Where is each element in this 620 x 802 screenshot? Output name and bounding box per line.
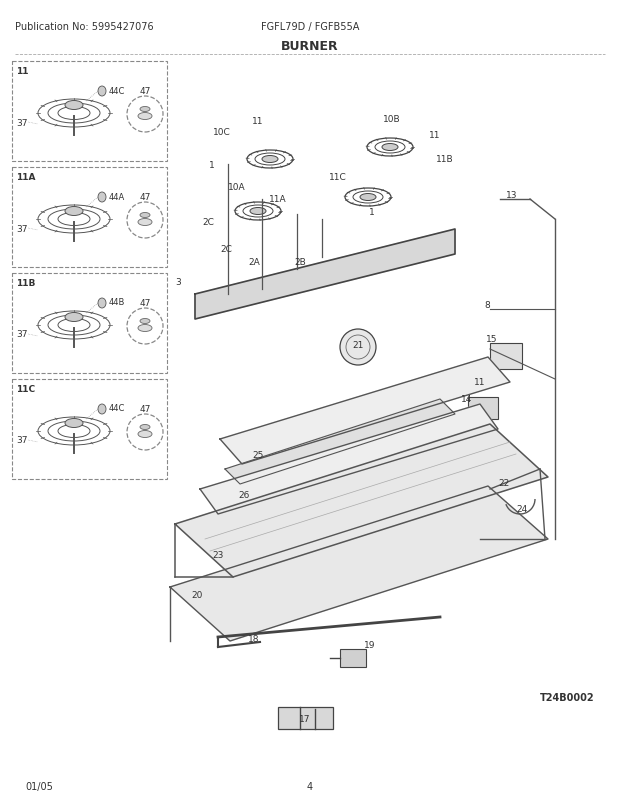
Ellipse shape: [138, 219, 152, 226]
Text: 47: 47: [140, 192, 151, 202]
Ellipse shape: [98, 298, 106, 309]
Text: 26: 26: [238, 490, 250, 500]
Text: 47: 47: [140, 87, 151, 96]
Text: 2C: 2C: [202, 217, 214, 227]
Text: Publication No: 5995427076: Publication No: 5995427076: [15, 22, 154, 32]
Text: 37: 37: [16, 225, 27, 233]
Text: 1: 1: [209, 160, 215, 170]
Ellipse shape: [140, 425, 150, 430]
Text: 15: 15: [486, 334, 498, 343]
Text: FGFL79D / FGFB55A: FGFL79D / FGFB55A: [261, 22, 359, 32]
Circle shape: [127, 309, 163, 345]
Text: 8: 8: [484, 301, 490, 310]
Ellipse shape: [65, 313, 83, 322]
Text: T24B0002: T24B0002: [541, 692, 595, 702]
Circle shape: [127, 203, 163, 239]
Text: 37: 37: [16, 330, 27, 339]
Ellipse shape: [138, 431, 152, 438]
Ellipse shape: [140, 319, 150, 324]
Bar: [340, 649, 366, 667]
Text: 47: 47: [140, 298, 151, 308]
Text: 21: 21: [352, 341, 364, 350]
Ellipse shape: [98, 404, 106, 415]
Text: 11B: 11B: [16, 278, 35, 288]
Text: 44B: 44B: [109, 298, 125, 307]
Text: 01/05: 01/05: [25, 781, 53, 791]
Text: 25: 25: [252, 451, 264, 460]
Text: 18: 18: [248, 634, 260, 643]
Text: 14: 14: [461, 395, 472, 403]
Ellipse shape: [140, 213, 150, 218]
Text: 11B: 11B: [436, 155, 454, 164]
Text: 11: 11: [474, 378, 485, 387]
Polygon shape: [170, 486, 548, 642]
Ellipse shape: [140, 107, 150, 112]
Circle shape: [127, 415, 163, 451]
Text: 44C: 44C: [109, 87, 125, 95]
Circle shape: [127, 97, 163, 133]
Text: 10A: 10A: [228, 183, 246, 192]
Text: 2B: 2B: [294, 257, 306, 267]
Ellipse shape: [138, 325, 152, 332]
Polygon shape: [175, 424, 548, 577]
Text: 1: 1: [369, 208, 375, 217]
Text: 20: 20: [192, 590, 203, 599]
Text: 44C: 44C: [109, 404, 125, 413]
Text: 11: 11: [429, 131, 441, 140]
Text: 13: 13: [507, 191, 518, 200]
Ellipse shape: [250, 209, 266, 215]
Polygon shape: [220, 358, 510, 464]
Text: 17: 17: [299, 714, 311, 723]
Ellipse shape: [65, 207, 83, 217]
Text: 4: 4: [307, 781, 313, 791]
Bar: [468, 398, 498, 419]
Text: 11: 11: [252, 117, 264, 126]
Bar: [490, 343, 522, 370]
Text: 2C: 2C: [220, 245, 232, 253]
Polygon shape: [200, 404, 498, 514]
Ellipse shape: [98, 192, 106, 203]
Circle shape: [340, 330, 376, 366]
Text: 44A: 44A: [109, 192, 125, 201]
Text: 11A: 11A: [269, 195, 287, 204]
Polygon shape: [225, 399, 455, 484]
Text: 3: 3: [175, 277, 181, 286]
Ellipse shape: [360, 194, 376, 201]
Text: 19: 19: [365, 640, 376, 649]
Ellipse shape: [382, 144, 398, 152]
Ellipse shape: [65, 101, 83, 111]
Text: BURNER: BURNER: [281, 40, 339, 53]
Text: 11A: 11A: [16, 172, 35, 182]
Text: 11: 11: [16, 67, 29, 76]
Ellipse shape: [65, 419, 83, 428]
Text: 24: 24: [516, 504, 528, 513]
Text: 47: 47: [140, 404, 151, 414]
Ellipse shape: [98, 87, 106, 97]
Text: 2A: 2A: [248, 257, 260, 267]
Ellipse shape: [138, 113, 152, 120]
Text: 10B: 10B: [383, 115, 401, 124]
Text: 37: 37: [16, 119, 27, 128]
Text: 10C: 10C: [213, 128, 231, 137]
Text: 23: 23: [212, 550, 224, 559]
Polygon shape: [195, 229, 455, 320]
Bar: [278, 707, 333, 729]
Text: 37: 37: [16, 436, 27, 445]
Text: 22: 22: [498, 479, 510, 488]
Ellipse shape: [262, 156, 278, 164]
Text: 11C: 11C: [16, 384, 35, 394]
Text: 11C: 11C: [329, 172, 347, 182]
